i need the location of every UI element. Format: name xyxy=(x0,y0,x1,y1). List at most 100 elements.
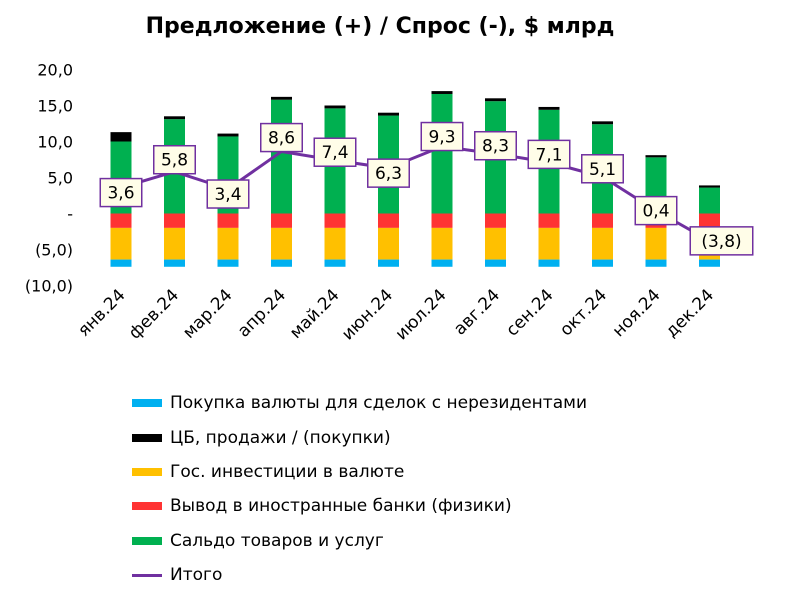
x-tick-label: июл.24 xyxy=(392,285,451,344)
legend-label: Покупка валюты для сделок с нерезидентам… xyxy=(170,393,587,414)
legend: Покупка валюты для сделок с нерезидентам… xyxy=(132,386,587,592)
bar-fx-purchase xyxy=(110,259,132,267)
svg-text:3,4: 3,4 xyxy=(214,185,241,205)
bar-cb-sales xyxy=(324,105,346,109)
chart-title: Предложение (+) / Спрос (-), $ млрд xyxy=(145,14,615,39)
x-tick-label: авг.24 xyxy=(450,285,504,339)
bar-trade-balance xyxy=(699,187,720,214)
total-data-label: 3,4 xyxy=(206,179,250,209)
x-tick-label: фев.24 xyxy=(125,285,183,343)
total-data-label: 6,3 xyxy=(367,158,410,188)
bar-cb-sales xyxy=(538,106,560,110)
bar-cb-sales xyxy=(485,98,506,102)
chart-plot: 20,0 15,0 10,0 5,0 - (5,0) (10,0) 3,6 5,8 3,4 8,6… xyxy=(25,61,754,344)
bar-gov-investment xyxy=(592,227,613,260)
bar-cb-sales xyxy=(699,185,720,188)
bar-gov-investment xyxy=(271,227,292,260)
svg-text:8,3: 8,3 xyxy=(482,137,509,157)
bar-gov-investment xyxy=(431,227,453,260)
total-data-label: 5,1 xyxy=(581,154,624,184)
svg-text:6,3: 6,3 xyxy=(375,164,402,184)
svg-text:7,1: 7,1 xyxy=(535,145,562,165)
total-data-label: (3,8) xyxy=(689,226,754,256)
legend-label: Вывод в иностранные банки (физики) xyxy=(170,496,512,517)
bar-gov-investment xyxy=(538,227,560,260)
legend-item: Сальдо товаров и услуг xyxy=(132,524,587,558)
bar-fx-purchase xyxy=(699,259,720,267)
total-data-label: 7,4 xyxy=(313,137,357,167)
bar-gov-investment xyxy=(217,227,239,260)
legend-swatch xyxy=(132,573,162,577)
y-tick-label: (5,0) xyxy=(35,241,73,260)
total-data-label: 7,1 xyxy=(527,139,571,170)
bar-cb-sales xyxy=(592,121,613,125)
legend-item: Вывод в иностранные банки (физики) xyxy=(132,489,587,523)
bar-cb-sales xyxy=(271,96,292,100)
bar-fx-purchase xyxy=(324,259,346,267)
svg-text:3,6: 3,6 xyxy=(107,184,134,204)
x-tick-label: апр.24 xyxy=(234,285,290,341)
svg-text:8,6: 8,6 xyxy=(268,129,295,149)
svg-text:(3,8): (3,8) xyxy=(701,232,741,252)
bar-fx-purchase xyxy=(271,259,292,267)
bar-gov-investment xyxy=(485,227,506,260)
bar-fx-purchase xyxy=(645,259,667,267)
legend-label: Гос. инвестиции в валюте xyxy=(170,461,405,482)
bar-foreign-banks xyxy=(378,213,399,228)
bar-fx-purchase xyxy=(217,259,239,267)
y-tick-label: 15,0 xyxy=(37,97,73,116)
bar-cb-sales xyxy=(110,132,132,142)
total-data-label: 3,6 xyxy=(99,177,143,208)
bar-gov-investment xyxy=(324,227,346,260)
bar-fx-purchase xyxy=(164,259,185,267)
bar-gov-investment xyxy=(164,227,185,260)
x-tick-label: янв.24 xyxy=(74,285,129,340)
legend-swatch xyxy=(132,433,162,442)
legend-item: Гос. инвестиции в валюте xyxy=(132,455,587,489)
legend-label: Сальдо товаров и услуг xyxy=(170,530,384,551)
bar-foreign-banks xyxy=(217,213,239,228)
legend-swatch xyxy=(132,536,162,545)
bar-foreign-banks xyxy=(164,213,185,228)
bar-cb-sales xyxy=(164,116,185,120)
bar-foreign-banks xyxy=(485,213,506,228)
bar-foreign-banks xyxy=(324,213,346,228)
y-tick-label: 10,0 xyxy=(37,133,73,152)
x-tick-label: мар.24 xyxy=(179,285,236,342)
x-tick-label: май.24 xyxy=(286,285,344,343)
bar-foreign-banks xyxy=(538,213,560,228)
legend-item: ЦБ, продажи / (покупки) xyxy=(132,420,587,454)
legend-label: Итого xyxy=(170,565,223,586)
bar-cb-sales xyxy=(378,112,399,116)
bar-gov-investment xyxy=(378,227,399,260)
x-tick-label: ноя.24 xyxy=(609,285,665,341)
total-data-label: 8,3 xyxy=(474,130,517,161)
y-tick-label: 5,0 xyxy=(48,169,73,188)
bar-gov-investment xyxy=(110,227,132,260)
legend-item: Итого xyxy=(132,558,587,592)
y-tick-label: (10,0) xyxy=(25,277,73,296)
bar-foreign-banks xyxy=(431,213,453,228)
y-tick-label: - xyxy=(67,205,73,224)
x-tick-label: июн.24 xyxy=(338,285,397,344)
bar-fx-purchase xyxy=(378,259,399,267)
svg-text:5,1: 5,1 xyxy=(589,160,616,180)
bar-fx-purchase xyxy=(538,259,560,267)
svg-text:7,4: 7,4 xyxy=(321,143,348,163)
bar-cb-sales xyxy=(431,91,453,94)
bar-cb-sales xyxy=(217,133,239,137)
total-data-label: 5,8 xyxy=(153,144,196,175)
svg-text:0,4: 0,4 xyxy=(642,202,669,222)
bar-foreign-banks xyxy=(699,213,720,228)
bar-fx-purchase xyxy=(592,259,613,267)
bar-fx-purchase xyxy=(431,259,453,267)
legend-swatch xyxy=(132,502,162,511)
bar-foreign-banks xyxy=(110,213,132,228)
bar-trade-balance xyxy=(431,93,453,214)
legend-swatch xyxy=(132,399,162,408)
data-labels: 3,6 5,8 3,4 8,6 7,4 6,3 9,3 8,3 7,1 5,1 0,4 (3,8) xyxy=(99,121,754,256)
bar-foreign-banks xyxy=(592,213,613,228)
x-tick-label: сен.24 xyxy=(502,285,557,340)
bars xyxy=(110,91,720,267)
svg-text:5,8: 5,8 xyxy=(161,151,188,171)
